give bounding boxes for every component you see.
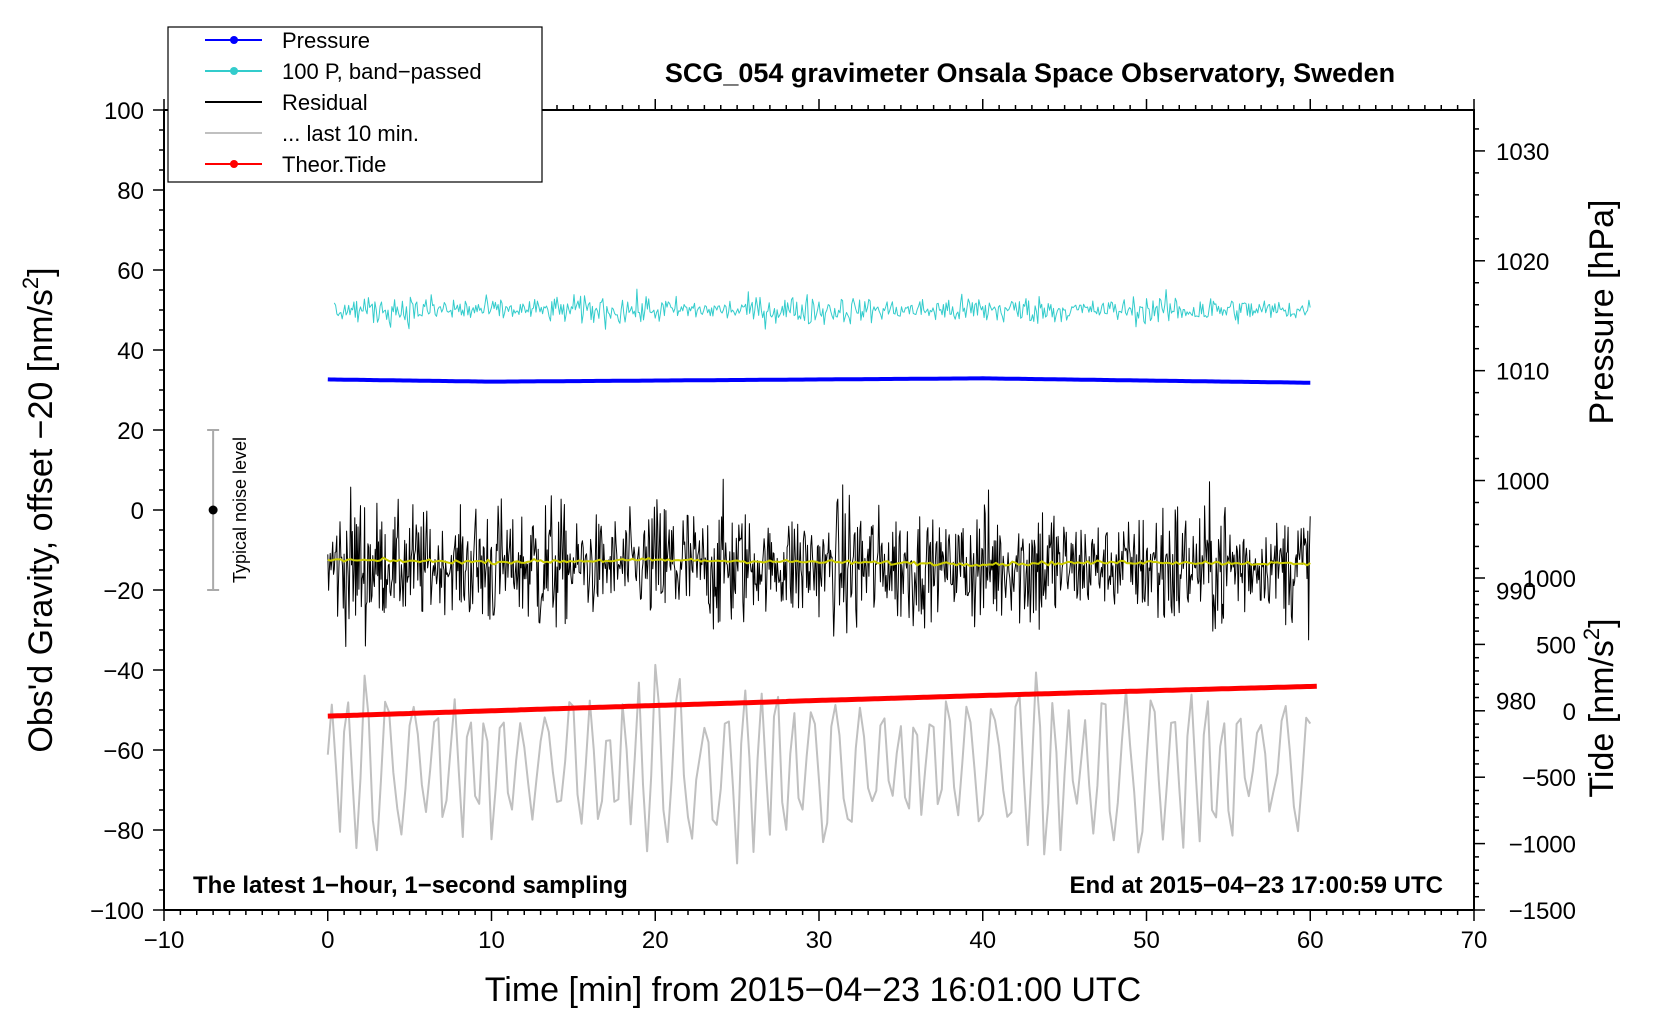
y-tick-label-left: 60: [117, 258, 144, 285]
pressure-tick-label: 1030: [1496, 139, 1549, 166]
y-tick-label-left: −100: [90, 898, 144, 925]
tide-tick-label: −500: [1522, 765, 1576, 792]
series-pressure: [327, 376, 1311, 385]
y-tick-label-left: −60: [103, 738, 144, 765]
legend-box: [167, 26, 543, 183]
series-residual-smoothed: [327, 556, 1311, 567]
x-tick-label: 70: [1461, 927, 1488, 954]
tide-tick-label: 1000: [1523, 566, 1576, 593]
x-tick-label: 20: [642, 927, 669, 954]
x-axis-label: Time [min] from 2015−04−23 16:01:00 UTC: [485, 971, 1141, 1009]
noise-bar: Typical noise level: [207, 429, 250, 591]
legend-label: ... last 10 min.: [282, 121, 419, 146]
legend-marker: [230, 160, 238, 168]
tide-tick-label: 0: [1563, 699, 1576, 726]
series-band-passed: [333, 288, 1311, 330]
pressure-tick-label: 990: [1496, 578, 1536, 605]
pressure-tick-label: 980: [1496, 688, 1536, 715]
y-tick-label-left: −20: [103, 578, 144, 605]
series-last-10-min: [326, 663, 1312, 865]
tide-tick-label: −1500: [1509, 898, 1576, 925]
x-tick-label: −10: [144, 927, 185, 954]
pressure-tick-label: 1020: [1496, 249, 1549, 276]
y-axis-label-pressure: Pressure [hPa]: [1583, 200, 1621, 425]
legend-label: Pressure: [282, 28, 370, 53]
y-axis-label-left-sup: 2: [18, 277, 43, 289]
y-tick-label-left: −80: [103, 818, 144, 845]
x-tick-label: 40: [969, 927, 996, 954]
y-tick-label-left: 100: [104, 98, 144, 125]
y-axis-label-tide-main: Tide [nm/s: [1583, 640, 1621, 797]
y-tick-label-left: 80: [117, 178, 144, 205]
pressure-tick-label: 1000: [1496, 469, 1549, 496]
x-tick-label: 30: [806, 927, 833, 954]
series-residual: [327, 478, 1311, 647]
annotation-bottom-right: End at 2015−04−23 17:00:59 UTC: [1069, 872, 1443, 899]
noise-label: Typical noise level: [230, 437, 250, 583]
series-theor-tide: [327, 683, 1317, 719]
tide-tick-label: 500: [1536, 632, 1576, 659]
x-tick-label: 60: [1297, 927, 1324, 954]
legend-label: Residual: [282, 90, 368, 115]
y-axis-label-tide-sup: 2: [1579, 628, 1604, 640]
legend-marker: [230, 67, 238, 75]
x-tick-label: 50: [1133, 927, 1160, 954]
y-tick-label-left: 0: [131, 498, 144, 525]
tide-tick-label: −1000: [1509, 832, 1576, 859]
legend-marker: [230, 36, 238, 44]
pressure-tick-label: 1010: [1496, 359, 1549, 386]
x-tick-label: 10: [478, 927, 505, 954]
legend: Pressure 100 P, band−passed Residual ... la…: [167, 26, 543, 183]
y-tick-label-left: 40: [117, 338, 144, 365]
y-axis-label-left-end: ]: [22, 267, 60, 276]
noise-bar-dot: [208, 505, 218, 515]
y-axis-label-left: Obs'd Gravity, offset −20 [nm/s2]: [18, 267, 60, 752]
legend-label: 100 P, band−passed: [282, 59, 482, 84]
y-axis-label-tide-end: ]: [1583, 618, 1621, 627]
y-tick-label-left: 20: [117, 418, 144, 445]
y-axis-label-left-main: Obs'd Gravity, offset −20 [nm/s: [22, 289, 60, 752]
x-tick-label: 0: [321, 927, 334, 954]
series-layer: [326, 288, 1317, 865]
axis-ticks: −10 0 10 20 30 40 50 60 70100806040200−20−40−60−…: [90, 98, 1576, 954]
chart-title: SCG_054 gravimeter Onsala Space Observat…: [665, 58, 1395, 88]
y-tick-label-left: −40: [103, 658, 144, 685]
legend-label: Theor.Tide: [282, 152, 386, 177]
annotation-bottom-left: The latest 1−hour, 1−second sampling: [193, 872, 628, 899]
y-axis-label-tide: Tide [nm/s2]: [1579, 618, 1621, 797]
